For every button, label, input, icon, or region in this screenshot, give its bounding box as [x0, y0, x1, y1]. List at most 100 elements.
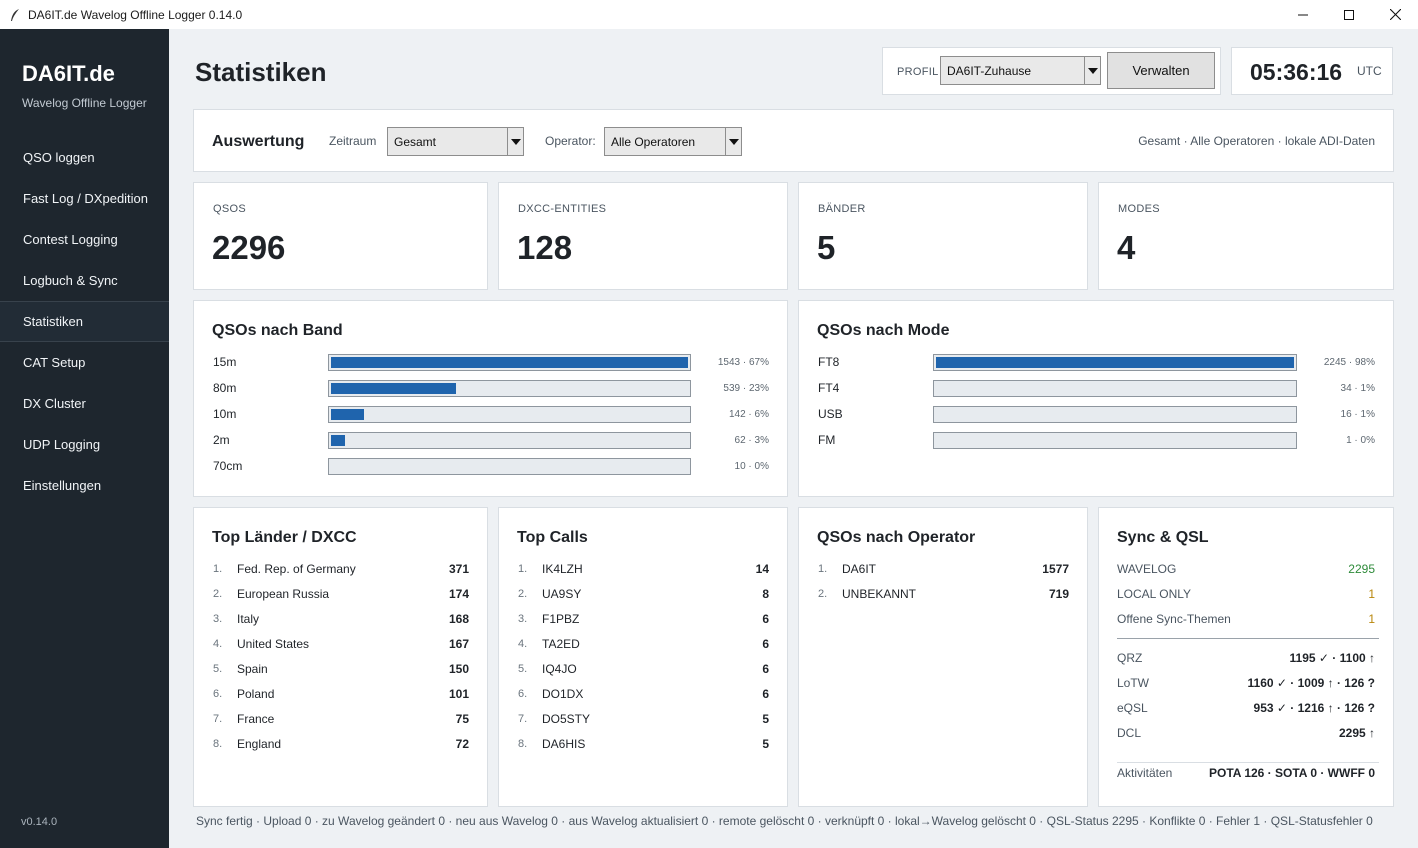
list-name: TA2ED [542, 637, 580, 651]
kpi-value: 128 [517, 229, 573, 266]
list-rank: 6. [518, 688, 528, 700]
list-count: 72 [455, 737, 469, 751]
bar-track [328, 432, 691, 449]
bar-track [328, 380, 691, 397]
qsl-value: 1160 ✓ · 1009 ↑ · 126 ? [1247, 676, 1375, 690]
bands-title: QSOs nach Band [212, 322, 343, 339]
sync-status-row: Offene Sync-Themen 1 [1117, 610, 1375, 630]
list-rank: 4. [213, 638, 223, 650]
operator-select-value: Alle Operatoren [611, 134, 696, 149]
profile-label: PROFIL [897, 66, 939, 78]
list-item: 8. DA6HIS 5 [499, 735, 787, 755]
close-icon[interactable] [1372, 0, 1418, 29]
chevron-down-icon[interactable] [725, 128, 741, 155]
list-name: Poland [237, 687, 275, 701]
list-item: 8. England 72 [194, 735, 487, 755]
list-count: 6 [762, 637, 769, 651]
bar-row: 80m 539 · 23% [194, 379, 787, 399]
qsl-value: 953 ✓ · 1216 ↑ · 126 ? [1253, 701, 1375, 715]
kpi-value: 4 [1117, 229, 1136, 266]
kpi-value: 5 [817, 229, 836, 266]
list-count: 6 [762, 687, 769, 701]
chevron-down-icon[interactable] [1084, 57, 1100, 84]
list-count: 75 [455, 712, 469, 726]
calls-card: Top Calls 1. IK4LZH 14 2. UA9SY 8 3. F1PBZ 6 4. TA… [498, 507, 788, 807]
kpi-card-bands: BÄNDER 5 [798, 182, 1088, 290]
window-titlebar: DA6IT.de Wavelog Offline Logger 0.14.0 [0, 0, 1418, 29]
list-count: 6 [762, 612, 769, 626]
brand-title: DA6IT.de [22, 61, 115, 86]
bar-value: 16 · 1% [1340, 409, 1375, 420]
sidebar-item-cat-setup[interactable]: CAT Setup [23, 355, 86, 370]
list-item: 1. DA6IT 1577 [799, 560, 1087, 580]
bar-value: 1 · 0% [1346, 435, 1375, 446]
window-controls [1280, 0, 1418, 29]
list-count: 168 [448, 612, 469, 626]
period-select-value: Gesamt [394, 134, 437, 149]
sync-status-row: LOCAL ONLY 1 [1117, 585, 1375, 605]
activities-label: Aktivitäten [1117, 766, 1173, 780]
clock-timezone: UTC [1357, 64, 1382, 78]
filter-summary: Gesamt · Alle Operatoren · lokale ADI-Da… [1138, 134, 1375, 148]
bar-row: USB 16 · 1% [799, 405, 1393, 425]
sidebar-item-statistiken[interactable]: Statistiken [0, 301, 169, 342]
list-item: 1. IK4LZH 14 [499, 560, 787, 580]
kpi-value: 2296 [212, 229, 286, 266]
divider [1117, 638, 1379, 639]
sync-value: 1 [1368, 612, 1375, 626]
sync-value: 1 [1368, 587, 1375, 601]
bar-row: 2m 62 · 3% [194, 431, 787, 451]
divider [1117, 762, 1379, 763]
manage-profiles-button[interactable]: Verwalten [1107, 52, 1215, 89]
list-name: F1PBZ [542, 612, 580, 626]
list-item: 6. Poland 101 [194, 685, 487, 705]
list-item: 2. European Russia 174 [194, 585, 487, 605]
list-count: 5 [762, 737, 769, 751]
bar-row: FT8 2245 · 98% [799, 353, 1393, 373]
bar-row: FT4 34 · 1% [799, 379, 1393, 399]
sidebar-item-contest-logging[interactable]: Contest Logging [23, 232, 118, 247]
sidebar-item-logbuch-sync[interactable]: Logbuch & Sync [23, 273, 118, 288]
sidebar-item-qso-loggen[interactable]: QSO loggen [23, 150, 95, 165]
list-rank: 7. [213, 713, 223, 725]
sidebar-item-fast-log[interactable]: Fast Log / DXpedition [23, 191, 149, 206]
page-title: Statistiken [195, 57, 327, 87]
bar-label: 80m [213, 381, 237, 395]
list-rank: 2. [818, 588, 828, 600]
bar-label: FT8 [818, 355, 840, 369]
bar-value: 34 · 1% [1340, 383, 1375, 394]
utc-clock-panel: 05:36:16 UTC [1231, 47, 1393, 95]
bar-track [933, 432, 1297, 449]
bar-label: 70cm [213, 459, 243, 473]
list-count: 14 [755, 562, 769, 576]
maximize-icon[interactable] [1326, 0, 1372, 29]
profile-select-value: DA6IT-Zuhause [947, 63, 1032, 78]
list-name: Fed. Rep. of Germany [237, 562, 356, 576]
operator-select[interactable]: Alle Operatoren [604, 127, 742, 156]
filter-title: Auswertung [212, 133, 305, 150]
chevron-down-icon[interactable] [507, 128, 523, 155]
sidebar-item-udp-logging[interactable]: UDP Logging [23, 437, 101, 452]
list-count: 719 [1048, 587, 1069, 601]
window-title: DA6IT.de Wavelog Offline Logger 0.14.0 [28, 7, 243, 22]
bar-label: 15m [213, 355, 237, 369]
bar-track [328, 354, 691, 371]
bands-card: QSOs nach Band 15m 1543 · 67% 80m 539 · 23%… [193, 300, 788, 497]
minimize-icon[interactable] [1280, 0, 1326, 29]
bar-label: USB [818, 407, 843, 421]
list-rank: 1. [518, 563, 528, 575]
sidebar-item-einstellungen[interactable]: Einstellungen [23, 478, 102, 493]
list-count: 6 [762, 662, 769, 676]
bar-value: 539 · 23% [723, 383, 769, 394]
period-select[interactable]: Gesamt [387, 127, 524, 156]
list-name: European Russia [237, 587, 330, 601]
list-item: 5. Spain 150 [194, 660, 487, 680]
sidebar-item-dx-cluster[interactable]: DX Cluster [23, 396, 86, 411]
bar-label: FM [818, 433, 836, 447]
qsl-row: eQSL 953 ✓ · 1216 ↑ · 126 ? [1117, 699, 1375, 719]
bar-row: FM 1 · 0% [799, 431, 1393, 451]
bar-track [933, 406, 1297, 423]
profile-select[interactable]: DA6IT-Zuhause [940, 56, 1101, 85]
list-item: 4. United States 167 [194, 635, 487, 655]
bar-fill [936, 357, 1294, 368]
